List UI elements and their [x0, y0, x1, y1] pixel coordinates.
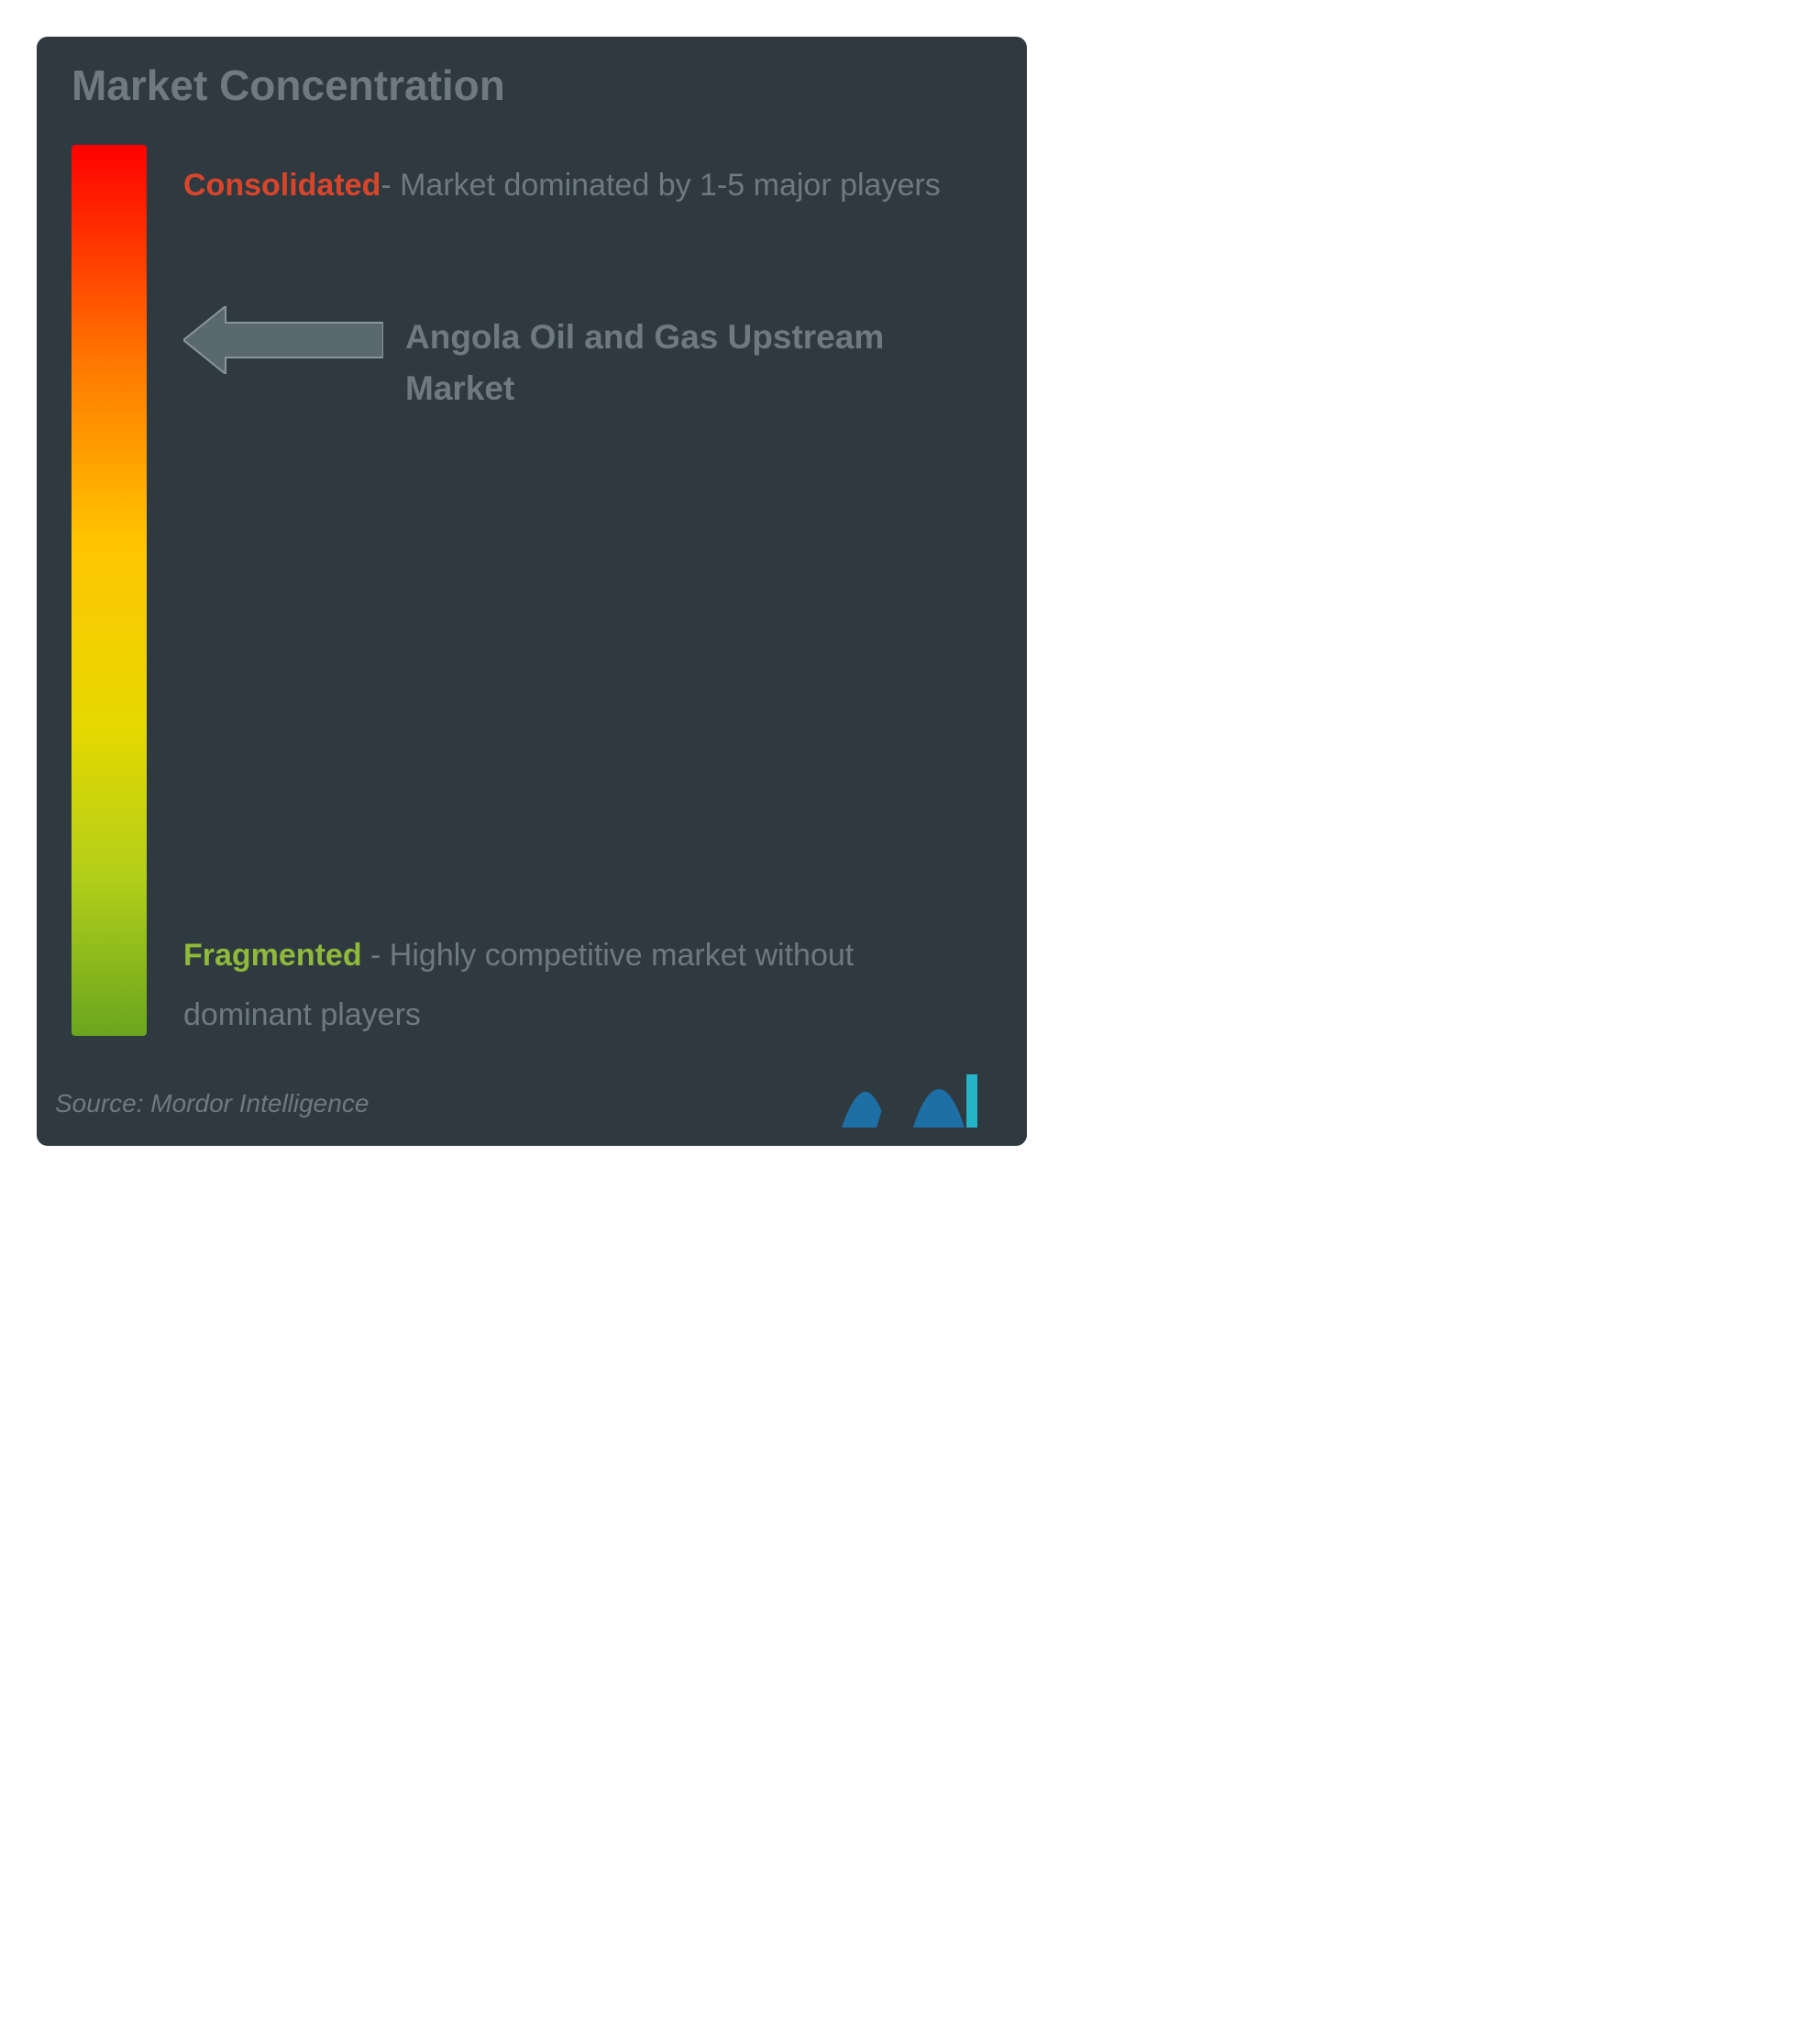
consolidated-rest: - Market dominated by 1-5 major players	[381, 168, 940, 203]
mordor-logo	[842, 1062, 979, 1133]
source-attribution: Source: Mordor Intelligence	[55, 1089, 369, 1118]
fragmented-lead: Fragmented	[183, 938, 362, 973]
market-concentration-card: Market Concentration Consolidated- Marke…	[37, 37, 1027, 1146]
consolidated-lead: Consolidated	[183, 168, 381, 203]
card-title: Market Concentration	[72, 61, 505, 110]
market-name-line2: Market	[405, 363, 992, 414]
market-name-label: Angola Oil and Gas Upstream Market	[405, 312, 992, 413]
market-name-line1: Angola Oil and Gas Upstream	[405, 312, 992, 363]
concentration-gradient-bar	[72, 145, 147, 1036]
arrow-icon	[183, 306, 383, 374]
position-arrow	[183, 306, 383, 374]
fragmented-label: Fragmented - Highly competitive market w…	[183, 926, 990, 1044]
mordor-logo-icon	[842, 1062, 979, 1133]
consolidated-label: Consolidated- Market dominated by 1-5 ma…	[183, 156, 972, 215]
